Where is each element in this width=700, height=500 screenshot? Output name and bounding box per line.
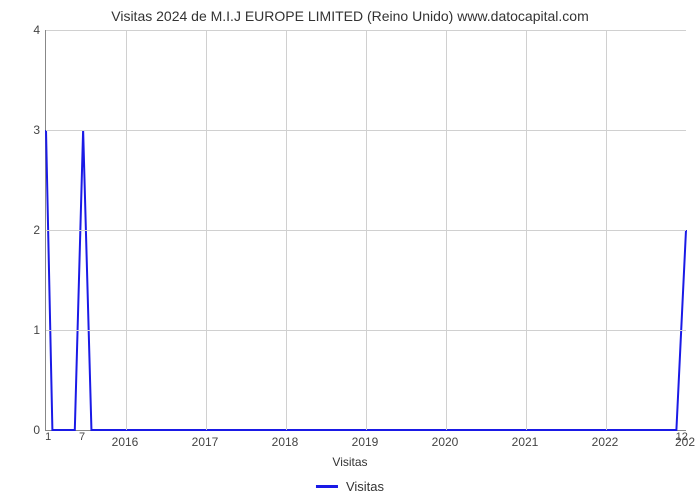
x-tick-label: 2021: [512, 435, 539, 449]
x-annotation: 7: [79, 431, 85, 443]
grid-line-vertical: [606, 30, 607, 430]
x-tick-label: 2022: [592, 435, 619, 449]
y-tick-label: 3: [10, 123, 40, 137]
x-tick-label: 2018: [272, 435, 299, 449]
x-tick-label: 2020: [432, 435, 459, 449]
grid-line-vertical: [526, 30, 527, 430]
legend-label: Visitas: [346, 479, 384, 494]
y-tick-label: 4: [10, 23, 40, 37]
grid-line-vertical: [206, 30, 207, 430]
grid-line-vertical: [286, 30, 287, 430]
plot-area: [45, 30, 686, 431]
grid-line-vertical: [126, 30, 127, 430]
x-axis-label: Visitas: [332, 455, 367, 469]
x-annotation: 1: [45, 431, 51, 443]
x-tick-label: 2016: [112, 435, 139, 449]
chart-container: Visitas 2024 de M.I.J EUROPE LIMITED (Re…: [0, 0, 700, 500]
y-tick-label: 0: [10, 423, 40, 437]
x-tick-label: 2017: [192, 435, 219, 449]
x-tick-label: 2019: [352, 435, 379, 449]
x-annotation: 12: [676, 431, 688, 443]
grid-line-vertical: [446, 30, 447, 430]
grid-line-vertical: [366, 30, 367, 430]
legend: Visitas: [316, 479, 384, 494]
y-tick-label: 2: [10, 223, 40, 237]
legend-swatch: [316, 485, 338, 488]
chart-title: Visitas 2024 de M.I.J EUROPE LIMITED (Re…: [0, 0, 700, 28]
y-tick-label: 1: [10, 323, 40, 337]
